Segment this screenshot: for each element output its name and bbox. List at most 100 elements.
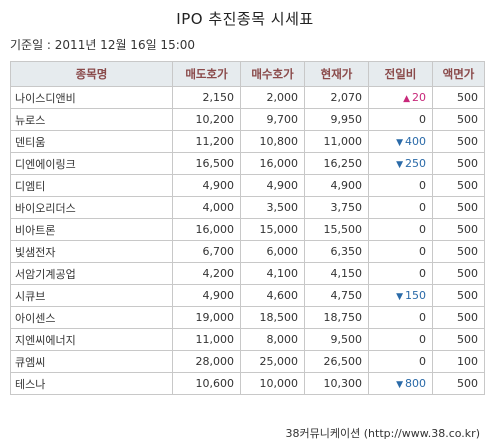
bid-price: 16,000 [240, 152, 305, 175]
ask-price: 4,900 [172, 284, 241, 307]
up-arrow-icon: ▲ [403, 94, 410, 104]
stock-name: 지엔씨에너지 [10, 328, 173, 351]
ask-price: 2,150 [172, 86, 241, 109]
stock-name: 디엔에이링크 [10, 152, 173, 175]
price-change: 0 [368, 174, 433, 197]
ask-price: 10,600 [172, 372, 241, 395]
par-value: 500 [432, 240, 485, 263]
current-price: 3,750 [304, 196, 369, 219]
ask-price: 6,700 [172, 240, 241, 263]
change-value: 800 [405, 377, 426, 390]
table-row: 바이오리더스 4,000 3,500 3,750 0 500 [10, 196, 485, 219]
bid-price: 25,000 [240, 350, 305, 373]
page-title: IPO 추진종목 시세표 [176, 10, 314, 28]
table-header-row: 종목명 매도호가 매수호가 현재가 전일비 액면가 [10, 61, 485, 87]
header-change: 전일비 [368, 61, 433, 87]
down-arrow-icon: ▼ [396, 380, 403, 390]
bid-price: 10,000 [240, 372, 305, 395]
down-arrow-icon: ▼ [396, 138, 403, 148]
price-change: 0 [368, 196, 433, 219]
bid-price: 3,500 [240, 196, 305, 219]
table-row: 디엔에이링크 16,500 16,000 16,250 ▼ 250 500 [10, 152, 485, 175]
price-change: 0 [368, 218, 433, 241]
ask-price: 4,200 [172, 262, 241, 285]
table-row: 서암기계공업 4,200 4,100 4,150 0 500 [10, 262, 485, 285]
par-value: 500 [432, 196, 485, 219]
down-arrow-icon: ▼ [396, 160, 403, 170]
ask-price: 10,200 [172, 108, 241, 131]
stock-name: 테스나 [10, 372, 173, 395]
par-value: 500 [432, 108, 485, 131]
bid-price: 4,100 [240, 262, 305, 285]
stock-name: 빛샘전자 [10, 240, 173, 263]
current-price: 4,150 [304, 262, 369, 285]
header-bid: 매수호가 [240, 61, 305, 87]
change-value: 150 [405, 289, 426, 302]
table-row: 테스나 10,600 10,000 10,300 ▼ 800 500 [10, 372, 485, 395]
bid-price: 18,500 [240, 306, 305, 329]
ask-price: 16,500 [172, 152, 241, 175]
bid-price: 9,700 [240, 108, 305, 131]
current-price: 15,500 [304, 218, 369, 241]
par-value: 500 [432, 130, 485, 153]
header-ask: 매도호가 [172, 61, 241, 87]
par-value: 500 [432, 372, 485, 395]
bid-price: 4,600 [240, 284, 305, 307]
price-change: ▼ 400 [368, 130, 433, 153]
footer-credit: 38커뮤니케이션 (http://www.38.co.kr) [285, 427, 480, 440]
current-price: 16,250 [304, 152, 369, 175]
stock-name: 덴티움 [10, 130, 173, 153]
change-value: 400 [405, 135, 426, 148]
stock-name: 디엠티 [10, 174, 173, 197]
ask-price: 28,000 [172, 350, 241, 373]
change-value: 20 [412, 91, 426, 104]
par-value: 500 [432, 218, 485, 241]
stock-name: 서암기계공업 [10, 262, 173, 285]
current-price: 18,750 [304, 306, 369, 329]
quote-table: 종목명 매도호가 매수호가 현재가 전일비 액면가 나이스디앤비 2,150 2,0… [10, 61, 485, 395]
current-price: 2,070 [304, 86, 369, 109]
current-price: 4,750 [304, 284, 369, 307]
table-row: 빛샘전자 6,700 6,000 6,350 0 500 [10, 240, 485, 263]
ask-price: 19,000 [172, 306, 241, 329]
table-row: 지엔씨에너지 11,000 8,000 9,500 0 500 [10, 328, 485, 351]
price-change: ▼ 150 [368, 284, 433, 307]
ask-price: 11,200 [172, 130, 241, 153]
price-change: 0 [368, 350, 433, 373]
ask-price: 4,000 [172, 196, 241, 219]
price-change: 0 [368, 328, 433, 351]
current-price: 6,350 [304, 240, 369, 263]
base-date: 기준일 : 2011년 12월 16일 15:00 [10, 38, 196, 52]
current-price: 26,500 [304, 350, 369, 373]
price-change: ▲ 20 [368, 86, 433, 109]
current-price: 4,900 [304, 174, 369, 197]
stock-name: 아이센스 [10, 306, 173, 329]
table-row: 비아트론 16,000 15,000 15,500 0 500 [10, 218, 485, 241]
current-price: 9,950 [304, 108, 369, 131]
price-change: ▼ 250 [368, 152, 433, 175]
stock-name: 뉴로스 [10, 108, 173, 131]
par-value: 500 [432, 306, 485, 329]
table-row: 아이센스 19,000 18,500 18,750 0 500 [10, 306, 485, 329]
table-body: 나이스디앤비 2,150 2,000 2,070 ▲ 20 500 뉴로스 10,200 9,70… [10, 86, 485, 395]
bid-price: 6,000 [240, 240, 305, 263]
current-price: 9,500 [304, 328, 369, 351]
price-change: 0 [368, 262, 433, 285]
price-change: ▼ 800 [368, 372, 433, 395]
bid-price: 15,000 [240, 218, 305, 241]
par-value: 500 [432, 152, 485, 175]
table-row: 큐엠씨 28,000 25,000 26,500 0 100 [10, 350, 485, 373]
change-value: 250 [405, 157, 426, 170]
price-change: 0 [368, 108, 433, 131]
price-change: 0 [368, 306, 433, 329]
stock-name: 나이스디앤비 [10, 86, 173, 109]
par-value: 500 [432, 86, 485, 109]
header-par: 액면가 [432, 61, 485, 87]
par-value: 500 [432, 328, 485, 351]
table-row: 뉴로스 10,200 9,700 9,950 0 500 [10, 108, 485, 131]
stock-name: 비아트론 [10, 218, 173, 241]
par-value: 500 [432, 174, 485, 197]
ask-price: 11,000 [172, 328, 241, 351]
table-row: 덴티움 11,200 10,800 11,000 ▼ 400 500 [10, 130, 485, 153]
